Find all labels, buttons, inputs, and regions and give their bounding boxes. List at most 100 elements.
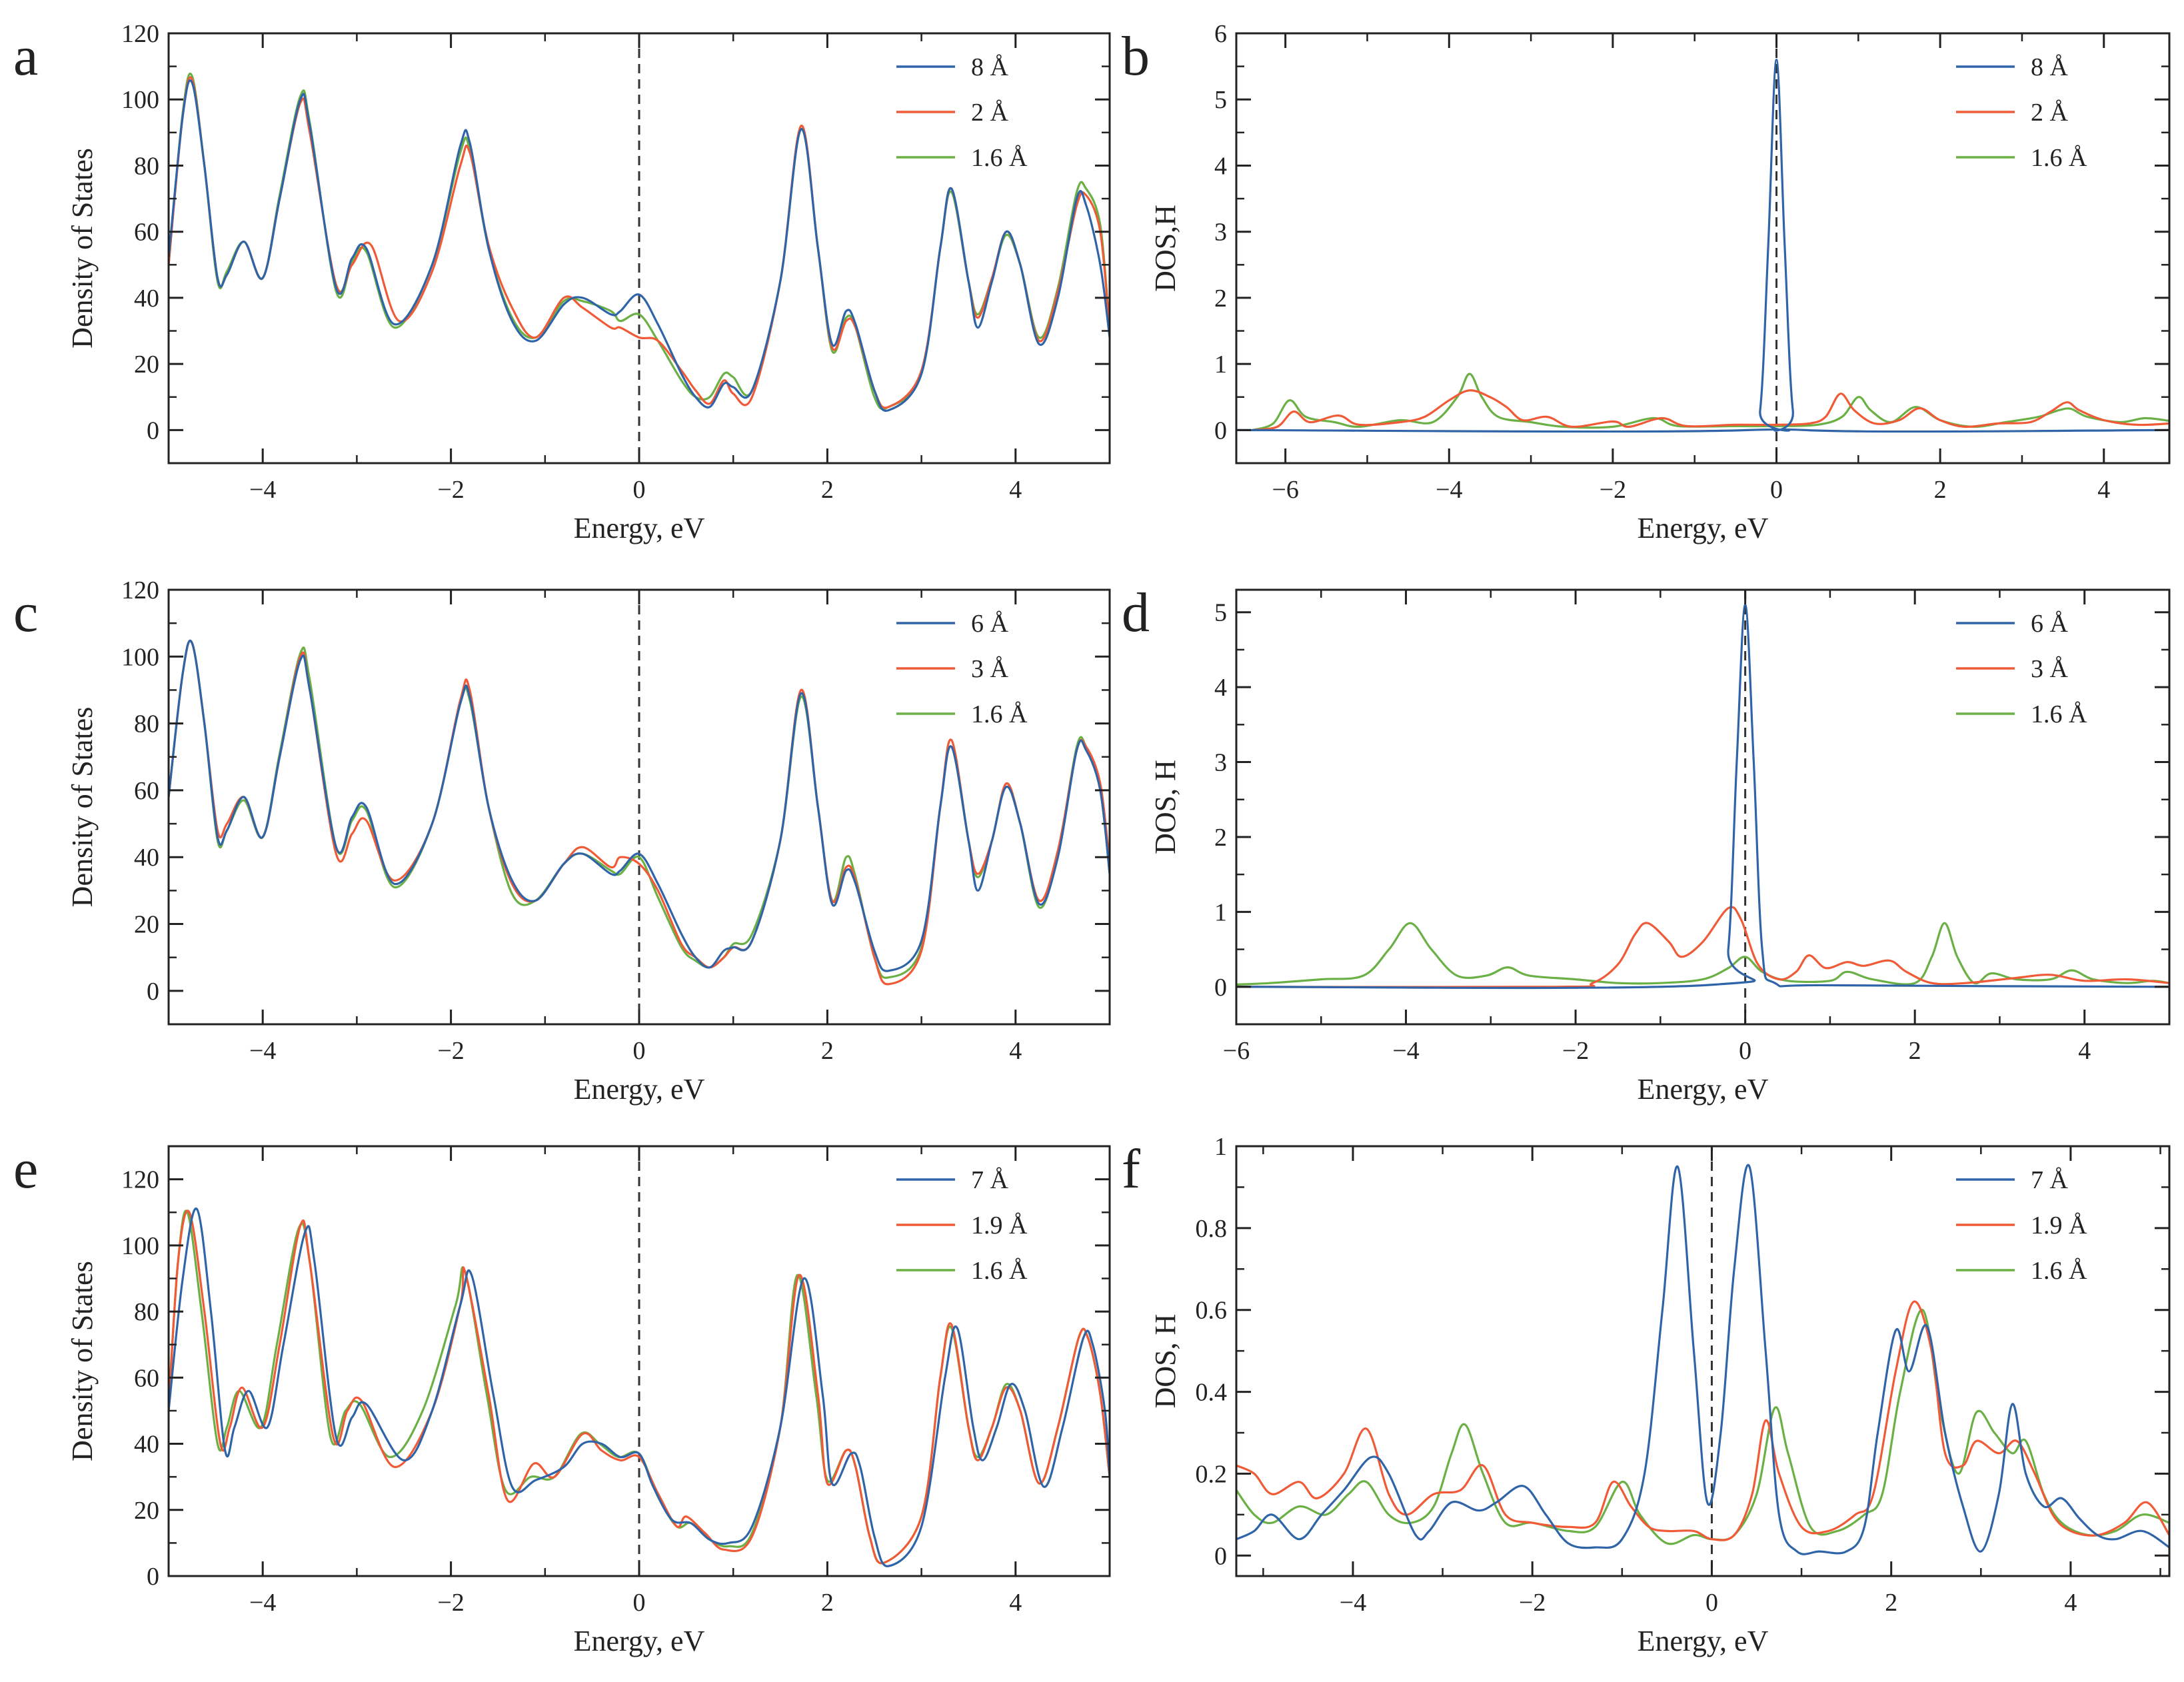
series-group bbox=[1236, 603, 2169, 990]
y-tick-label: 80 bbox=[134, 152, 159, 180]
x-axis-label: Energy, eV bbox=[574, 512, 705, 544]
y-tick-label: 5 bbox=[1214, 599, 1227, 627]
x-axis-label: Energy, eV bbox=[574, 1073, 705, 1106]
y-tick-label: 1 bbox=[1214, 898, 1227, 926]
legend-label: 1.6 Å bbox=[2031, 1257, 2087, 1285]
x-tick-label: −4 bbox=[249, 476, 276, 504]
y-tick-label: 0.8 bbox=[1196, 1215, 1228, 1243]
y-tick-label: 0 bbox=[147, 978, 159, 1006]
legend-label: 7 Å bbox=[971, 1166, 1009, 1194]
x-tick-label: 4 bbox=[1009, 1589, 1022, 1617]
y-axis-label: DOS, H bbox=[1149, 760, 1182, 854]
series-line bbox=[169, 639, 1110, 972]
x-tick-label: 0 bbox=[633, 476, 646, 504]
panel-b: −6 −4 −2 0 2 4 0 1 2 3 4 5 6 Energy, eV DOS,H b 8 Å 2 Å 1.… bbox=[1122, 20, 2171, 544]
y-tick-label: 0.4 bbox=[1196, 1379, 1228, 1407]
x-tick-label: 2 bbox=[821, 1037, 834, 1065]
y-tick-label: 120 bbox=[121, 1166, 159, 1194]
x-tick-label: −6 bbox=[1272, 476, 1298, 504]
x-tick-label: 4 bbox=[1009, 476, 1022, 504]
series-group bbox=[169, 1208, 1110, 1567]
y-tick-label: 20 bbox=[134, 911, 159, 939]
legend-label: 1.6 Å bbox=[2031, 144, 2087, 172]
legend-label: 2 Å bbox=[2031, 99, 2069, 127]
x-tick-label: 2 bbox=[821, 476, 834, 504]
legend-label: 1.6 Å bbox=[971, 1257, 1028, 1285]
series-line bbox=[1236, 59, 2169, 433]
series-group bbox=[169, 72, 1110, 412]
legend-label: 1.9 Å bbox=[971, 1212, 1028, 1240]
axes-frame bbox=[1235, 1145, 2171, 1577]
x-tick-label: −2 bbox=[437, 1037, 464, 1065]
legend-label: 8 Å bbox=[971, 53, 1009, 81]
x-tick-label: 2 bbox=[1909, 1037, 1921, 1065]
axes-frame bbox=[1235, 32, 2171, 464]
y-axis-label: Density of States bbox=[66, 1261, 99, 1461]
y-tick-label: 40 bbox=[134, 285, 159, 313]
legend-label: 1.9 Å bbox=[2031, 1212, 2087, 1240]
legend-label: 3 Å bbox=[2031, 655, 2069, 683]
y-tick-label: 0.6 bbox=[1196, 1297, 1228, 1325]
legend-label: 6 Å bbox=[2031, 610, 2069, 638]
x-axis-label: Energy, eV bbox=[1638, 1625, 1769, 1657]
x-tick-label: −2 bbox=[437, 1589, 464, 1617]
x-tick-label: 0 bbox=[1705, 1589, 1718, 1617]
x-tick-label: −2 bbox=[1562, 1037, 1589, 1065]
y-tick-label: 0 bbox=[1214, 417, 1227, 444]
series-group bbox=[1236, 59, 2169, 433]
x-tick-label: 4 bbox=[1009, 1037, 1022, 1065]
x-tick-label: −4 bbox=[249, 1589, 276, 1617]
x-tick-label: 4 bbox=[2064, 1589, 2077, 1617]
x-tick-label: 0 bbox=[633, 1037, 646, 1065]
x-tick-label: −4 bbox=[1436, 476, 1462, 504]
y-tick-label: 3 bbox=[1214, 749, 1227, 777]
y-tick-label: 20 bbox=[134, 351, 159, 379]
y-tick-label: 4 bbox=[1214, 152, 1227, 180]
y-axis-label: Density of States bbox=[66, 148, 99, 349]
x-axis-label: Energy, eV bbox=[1638, 512, 1769, 544]
panel-letter: a bbox=[13, 25, 38, 87]
y-tick-label: 0 bbox=[147, 417, 159, 444]
y-tick-label: 1 bbox=[1214, 1133, 1227, 1161]
y-tick-label: 80 bbox=[134, 1298, 159, 1326]
series-line bbox=[1236, 922, 2169, 986]
legend-label: 6 Å bbox=[971, 610, 1009, 638]
x-tick-label: −4 bbox=[1340, 1589, 1366, 1617]
legend-label: 1.6 Å bbox=[971, 700, 1028, 728]
x-tick-label: 0 bbox=[1770, 476, 1783, 504]
series-line bbox=[1252, 389, 2169, 431]
legend-label: 8 Å bbox=[2031, 53, 2069, 81]
y-tick-label: 60 bbox=[134, 1364, 159, 1392]
legend-label: 1.6 Å bbox=[2031, 700, 2087, 728]
panel-d: −6 −4 −2 0 2 4 0 1 2 3 4 5 Energy, eV DOS, H d 6 Å 3 Å 1.… bbox=[1122, 582, 2171, 1106]
y-tick-label: 6 bbox=[1214, 20, 1227, 48]
y-tick-label: 4 bbox=[1214, 674, 1227, 702]
series-group bbox=[1236, 1164, 2169, 1555]
x-tick-label: 4 bbox=[2078, 1037, 2091, 1065]
series-group bbox=[169, 639, 1110, 986]
series-line bbox=[1236, 906, 2169, 988]
y-tick-label: 0 bbox=[147, 1563, 159, 1591]
x-tick-label: −4 bbox=[1392, 1037, 1419, 1065]
axes-frame bbox=[1235, 588, 2171, 1026]
x-tick-label: −6 bbox=[1223, 1037, 1250, 1065]
x-tick-label: −2 bbox=[437, 476, 464, 504]
y-tick-label: 120 bbox=[121, 20, 159, 48]
series-line bbox=[169, 1210, 1110, 1565]
x-tick-label: 0 bbox=[633, 1589, 646, 1617]
x-tick-label: −2 bbox=[1600, 476, 1626, 504]
y-tick-label: 2 bbox=[1214, 285, 1227, 313]
panel-letter: f bbox=[1122, 1138, 1140, 1200]
y-axis-label: DOS, H bbox=[1149, 1314, 1182, 1409]
y-tick-label: 40 bbox=[134, 844, 159, 872]
series-line bbox=[1236, 1309, 2169, 1545]
panel-letter: c bbox=[13, 582, 38, 644]
series-line bbox=[1236, 603, 2169, 990]
legend-label: 7 Å bbox=[2031, 1166, 2069, 1194]
series-line bbox=[1236, 1164, 2169, 1555]
panel-letter: e bbox=[13, 1138, 38, 1200]
